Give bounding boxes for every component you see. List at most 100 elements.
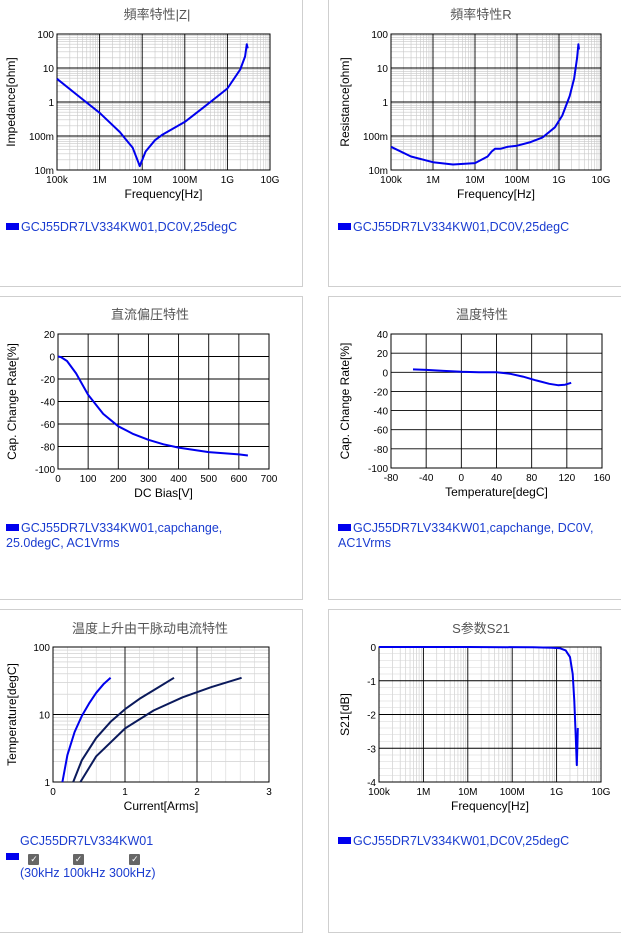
series-line-1 [61,677,112,783]
x-tick-label: 1M [416,787,430,798]
y-tick-label: 10 [39,711,51,722]
y-axis-label: Impedance[ohm] [4,57,18,146]
y-tick-label: -100 [35,465,55,476]
x-tick-label: 1G [552,175,566,186]
y-tick-label: 20 [377,349,389,360]
y-axis-label: Cap. Change Rate[%] [338,343,352,460]
x-tick-label: 10M [132,175,151,186]
x-tick-label: 100 [80,474,97,485]
legend-swatch [338,223,351,230]
x-axis-label: DC Bias[V] [134,486,193,500]
series-line-2 [72,676,175,783]
chart-title: 直流偏圧特性 [111,307,189,322]
legend-swatch [6,853,19,860]
chart-s21: S参数S21 100k 1M 10M 100M 1G 10G -4 -3 -2 -1 0 Frequen… [338,621,611,813]
chart-title: 頻率特性|Z| [124,7,191,22]
x-tick-label: 1G [221,175,235,186]
y-axis-label: Temperature[degC] [5,663,19,766]
y-tick-label: 10 [377,64,389,75]
series-line-1 [57,355,249,457]
x-tick-label: 10G [592,175,611,186]
y-tick-label: 0 [382,368,388,379]
x-tick-label: 500 [200,474,217,485]
x-tick-label: 100M [504,175,529,186]
x-tick-label: 0 [55,474,61,485]
x-tick-label: 100k [380,175,403,186]
panel-s21: S参数S21 100k 1M 10M 100M 1G 10G -4 -3 -2 -1 0 Frequen… [328,609,621,933]
legend-label: GCJ55DR7LV334KW01,DC0V,25degC [21,220,238,234]
y-axis-label: Resistance[ohm] [338,57,352,146]
legend-resistance: GCJ55DR7LV334KW01,DC0V,25degC [338,220,569,235]
y-tick-label: 0 [49,353,55,364]
x-tick-label: -80 [384,473,399,484]
checkbox-300khz[interactable]: ✓ [129,854,141,865]
x-tick-label: 2 [194,787,200,798]
y-tick-label: -40 [374,407,389,418]
y-tick-label: -100 [368,464,388,475]
x-tick-label: 80 [526,473,538,484]
y-tick-label: 10m [369,166,388,177]
y-tick-label: -2 [367,711,376,722]
y-tick-label: 100m [29,132,54,143]
x-tick-label: 1 [122,787,128,798]
legend-swatch [6,524,19,531]
x-tick-label: 40 [491,473,503,484]
chart-resistance: 頻率特性R 100k 1M 10M 100M 1G 10G 10m 100m 1 10 100 Freq… [338,7,611,201]
x-axis-label: Current[Arms] [124,799,199,813]
x-tick-label: 100k [46,175,69,186]
x-tick-label: 10G [592,787,611,798]
x-axis-label: Temperature[degC] [445,485,548,499]
plot-frame [57,333,270,470]
plot-frame [390,33,602,171]
y-tick-label: 20 [44,330,56,341]
chart-impedance: 頻率特性|Z| 100k 1M 10M 100M 1G 10G 10m 100m 1 10 100 Fr… [4,7,280,201]
chart-title: 頻率特性R [450,7,511,22]
legend-ripple-current: GCJ55DR7LV334KW01 [20,834,153,849]
label-100khz: 100kHz [63,866,106,880]
legend-series-toggles: ✓ ✓ ✓ [6,850,141,865]
plot-frame [52,646,270,783]
y-tick-label: -60 [41,420,56,431]
y-tick-label: -4 [367,778,376,789]
panel-resistance: 頻率特性R 100k 1M 10M 100M 1G 10G 10m 100m 1 10 100 Freq… [328,0,621,287]
series-line-3 [79,676,242,783]
x-tick-label: 400 [170,474,187,485]
x-tick-label: 0 [459,473,465,484]
legend-label: GCJ55DR7LV334KW01 [20,834,154,848]
y-tick-label: 100m [363,132,388,143]
x-tick-label: 100k [368,787,391,798]
x-tick-label: 1G [550,787,564,798]
legend-dc-bias: GCJ55DR7LV334KW01,capchange, 25.0degC, A… [6,521,251,551]
y-tick-label: -80 [374,445,389,456]
y-tick-label: 1 [382,98,388,109]
panel-ripple-current: 温度上升由干脉动电流特性 0 1 2 3 1 10 100 Current[Arms] Tempe… [0,609,303,933]
x-tick-label: 300 [140,474,157,485]
y-tick-label: 100 [371,30,388,41]
legend-swatch [6,223,19,230]
y-tick-label: 100 [33,643,50,654]
label-300khz: 300kHz) [108,866,156,880]
checkbox-100khz[interactable]: ✓ [72,854,84,865]
x-tick-label: 100M [500,787,525,798]
plot-frame [56,33,271,171]
checkbox-30khz[interactable]: ✓ [28,854,40,865]
x-tick-label: 10M [465,175,484,186]
x-tick-label: -40 [419,473,434,484]
legend-label: GCJ55DR7LV334KW01,DC0V,25degC [353,834,570,848]
x-axis-label: Frequency[Hz] [451,799,529,813]
y-axis-label: Cap. Change Rate[%] [5,343,19,460]
y-tick-label: 1 [44,778,50,789]
x-tick-label: 120 [558,473,575,484]
y-tick-label: 1 [48,98,54,109]
y-tick-label: -20 [374,387,389,398]
y-tick-label: 10 [43,64,55,75]
legend-swatch [338,524,351,531]
x-tick-label: 200 [110,474,127,485]
x-axis-label: Frequency[Hz] [124,187,202,201]
y-tick-label: -3 [367,744,376,755]
legend-label: GCJ55DR7LV334KW01,capchange, DC0V, AC1Vr… [338,521,594,550]
legend-label: GCJ55DR7LV334KW01,DC0V,25degC [353,220,570,234]
legend-series-labels: (30kHz 100kHz 300kHz) [20,866,156,881]
x-tick-label: 100M [172,175,197,186]
